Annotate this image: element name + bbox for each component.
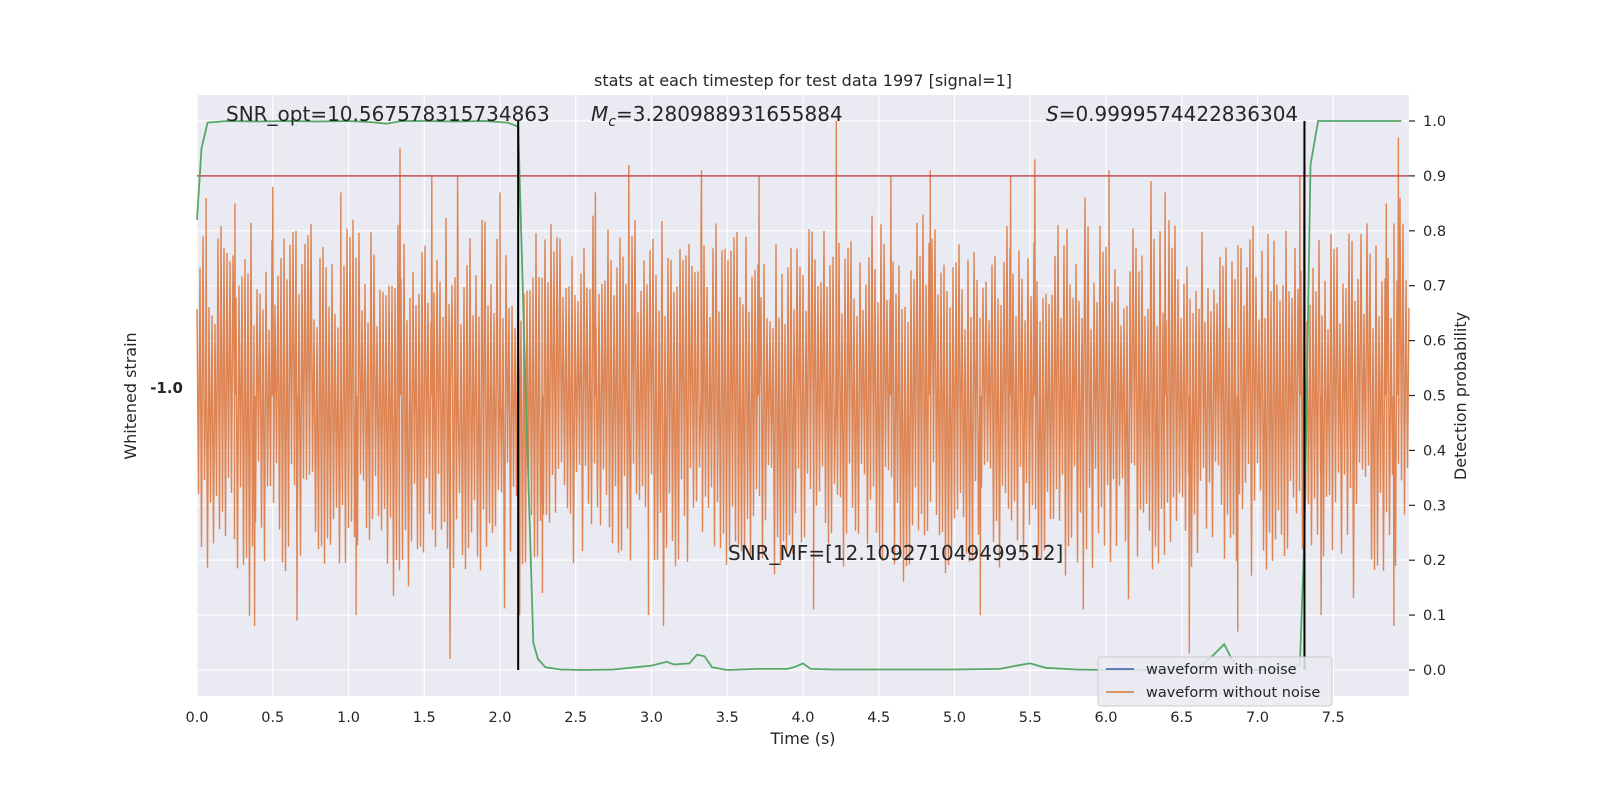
right-tick-label: 0.5: [1423, 389, 1446, 405]
clean-waveform-series: [196, 120, 1410, 660]
x-tick-label: 0.0: [185, 710, 208, 726]
x-tick-label: 3.5: [716, 710, 739, 726]
score-value: =0.9999574422836304: [1059, 102, 1298, 126]
snr-opt-annotation: SNR_opt=10.567578315734863: [226, 102, 550, 126]
chirp-mass-annotation: Mc=3.280988931655884: [591, 102, 843, 130]
right-tick-label: 0.3: [1423, 498, 1446, 514]
x-axis-label: Time (s): [769, 729, 835, 748]
x-tick-label: 7.5: [1322, 710, 1345, 726]
right-tick-label: 1.0: [1423, 114, 1446, 130]
right-axis-ticks: 0.0 0.1 0.2 0.3 0.4 0.5 0.6 0.7 0.8 0.9 1.0: [1409, 114, 1446, 679]
chart-title: stats at each timestep for test data 199…: [594, 71, 1012, 90]
right-tick-label: 0.6: [1423, 334, 1446, 350]
right-tick-label: 0.8: [1423, 224, 1446, 240]
chirp-mass-value: =3.280988931655884: [616, 102, 843, 126]
x-tick-label: 4.5: [867, 710, 890, 726]
right-tick-label: 0.7: [1423, 279, 1446, 295]
x-tick-label: 5.0: [943, 710, 966, 726]
x-tick-label: 5.5: [1019, 710, 1042, 726]
x-tick-label: 2.0: [488, 710, 511, 726]
legend-box: [1097, 656, 1333, 707]
x-axis-ticks: 0.0 0.5 1.0 1.5 2.0 2.5 3.0 3.5 4.0 4.5 5.0 5.5 6.0 6…: [185, 710, 1344, 726]
x-tick-label: 6.5: [1170, 710, 1193, 726]
x-tick-label: 6.0: [1094, 710, 1117, 726]
right-tick-label: 0.9: [1423, 169, 1446, 185]
x-tick-label: 3.0: [640, 710, 663, 726]
x-tick-label: 2.5: [564, 710, 587, 726]
chirp-mass-symbol: M: [591, 102, 608, 126]
chirp-mass-subscript: c: [608, 114, 616, 130]
right-tick-label: 0.0: [1423, 663, 1446, 679]
score-annotation: S=0.9999574422836304: [1046, 102, 1298, 126]
left-axis-label: Whitened strain: [121, 332, 140, 459]
legend: waveform with noise waveform without noi…: [1097, 656, 1333, 707]
x-tick-label: 7.0: [1246, 710, 1269, 726]
right-tick-label: 0.2: [1423, 553, 1446, 569]
right-axis-label: Detection probability: [1451, 312, 1470, 480]
right-tick-label: 0.4: [1423, 443, 1446, 459]
right-tick-label: 0.1: [1423, 608, 1446, 624]
x-tick-label: 1.0: [337, 710, 360, 726]
score-symbol: S: [1046, 102, 1059, 126]
left-axis-tick-label: -1.0: [150, 379, 183, 397]
x-tick-label: 1.5: [413, 710, 436, 726]
clean-waveform-line: [196, 120, 1410, 660]
x-tick-label: 0.5: [261, 710, 284, 726]
legend-label-clean: waveform without noise: [1146, 685, 1320, 701]
legend-label-noise: waveform with noise: [1146, 662, 1297, 678]
x-tick-label: 4.0: [791, 710, 814, 726]
snr-mf-annotation: SNR_MF=[12.109271049499512]: [728, 541, 1063, 565]
